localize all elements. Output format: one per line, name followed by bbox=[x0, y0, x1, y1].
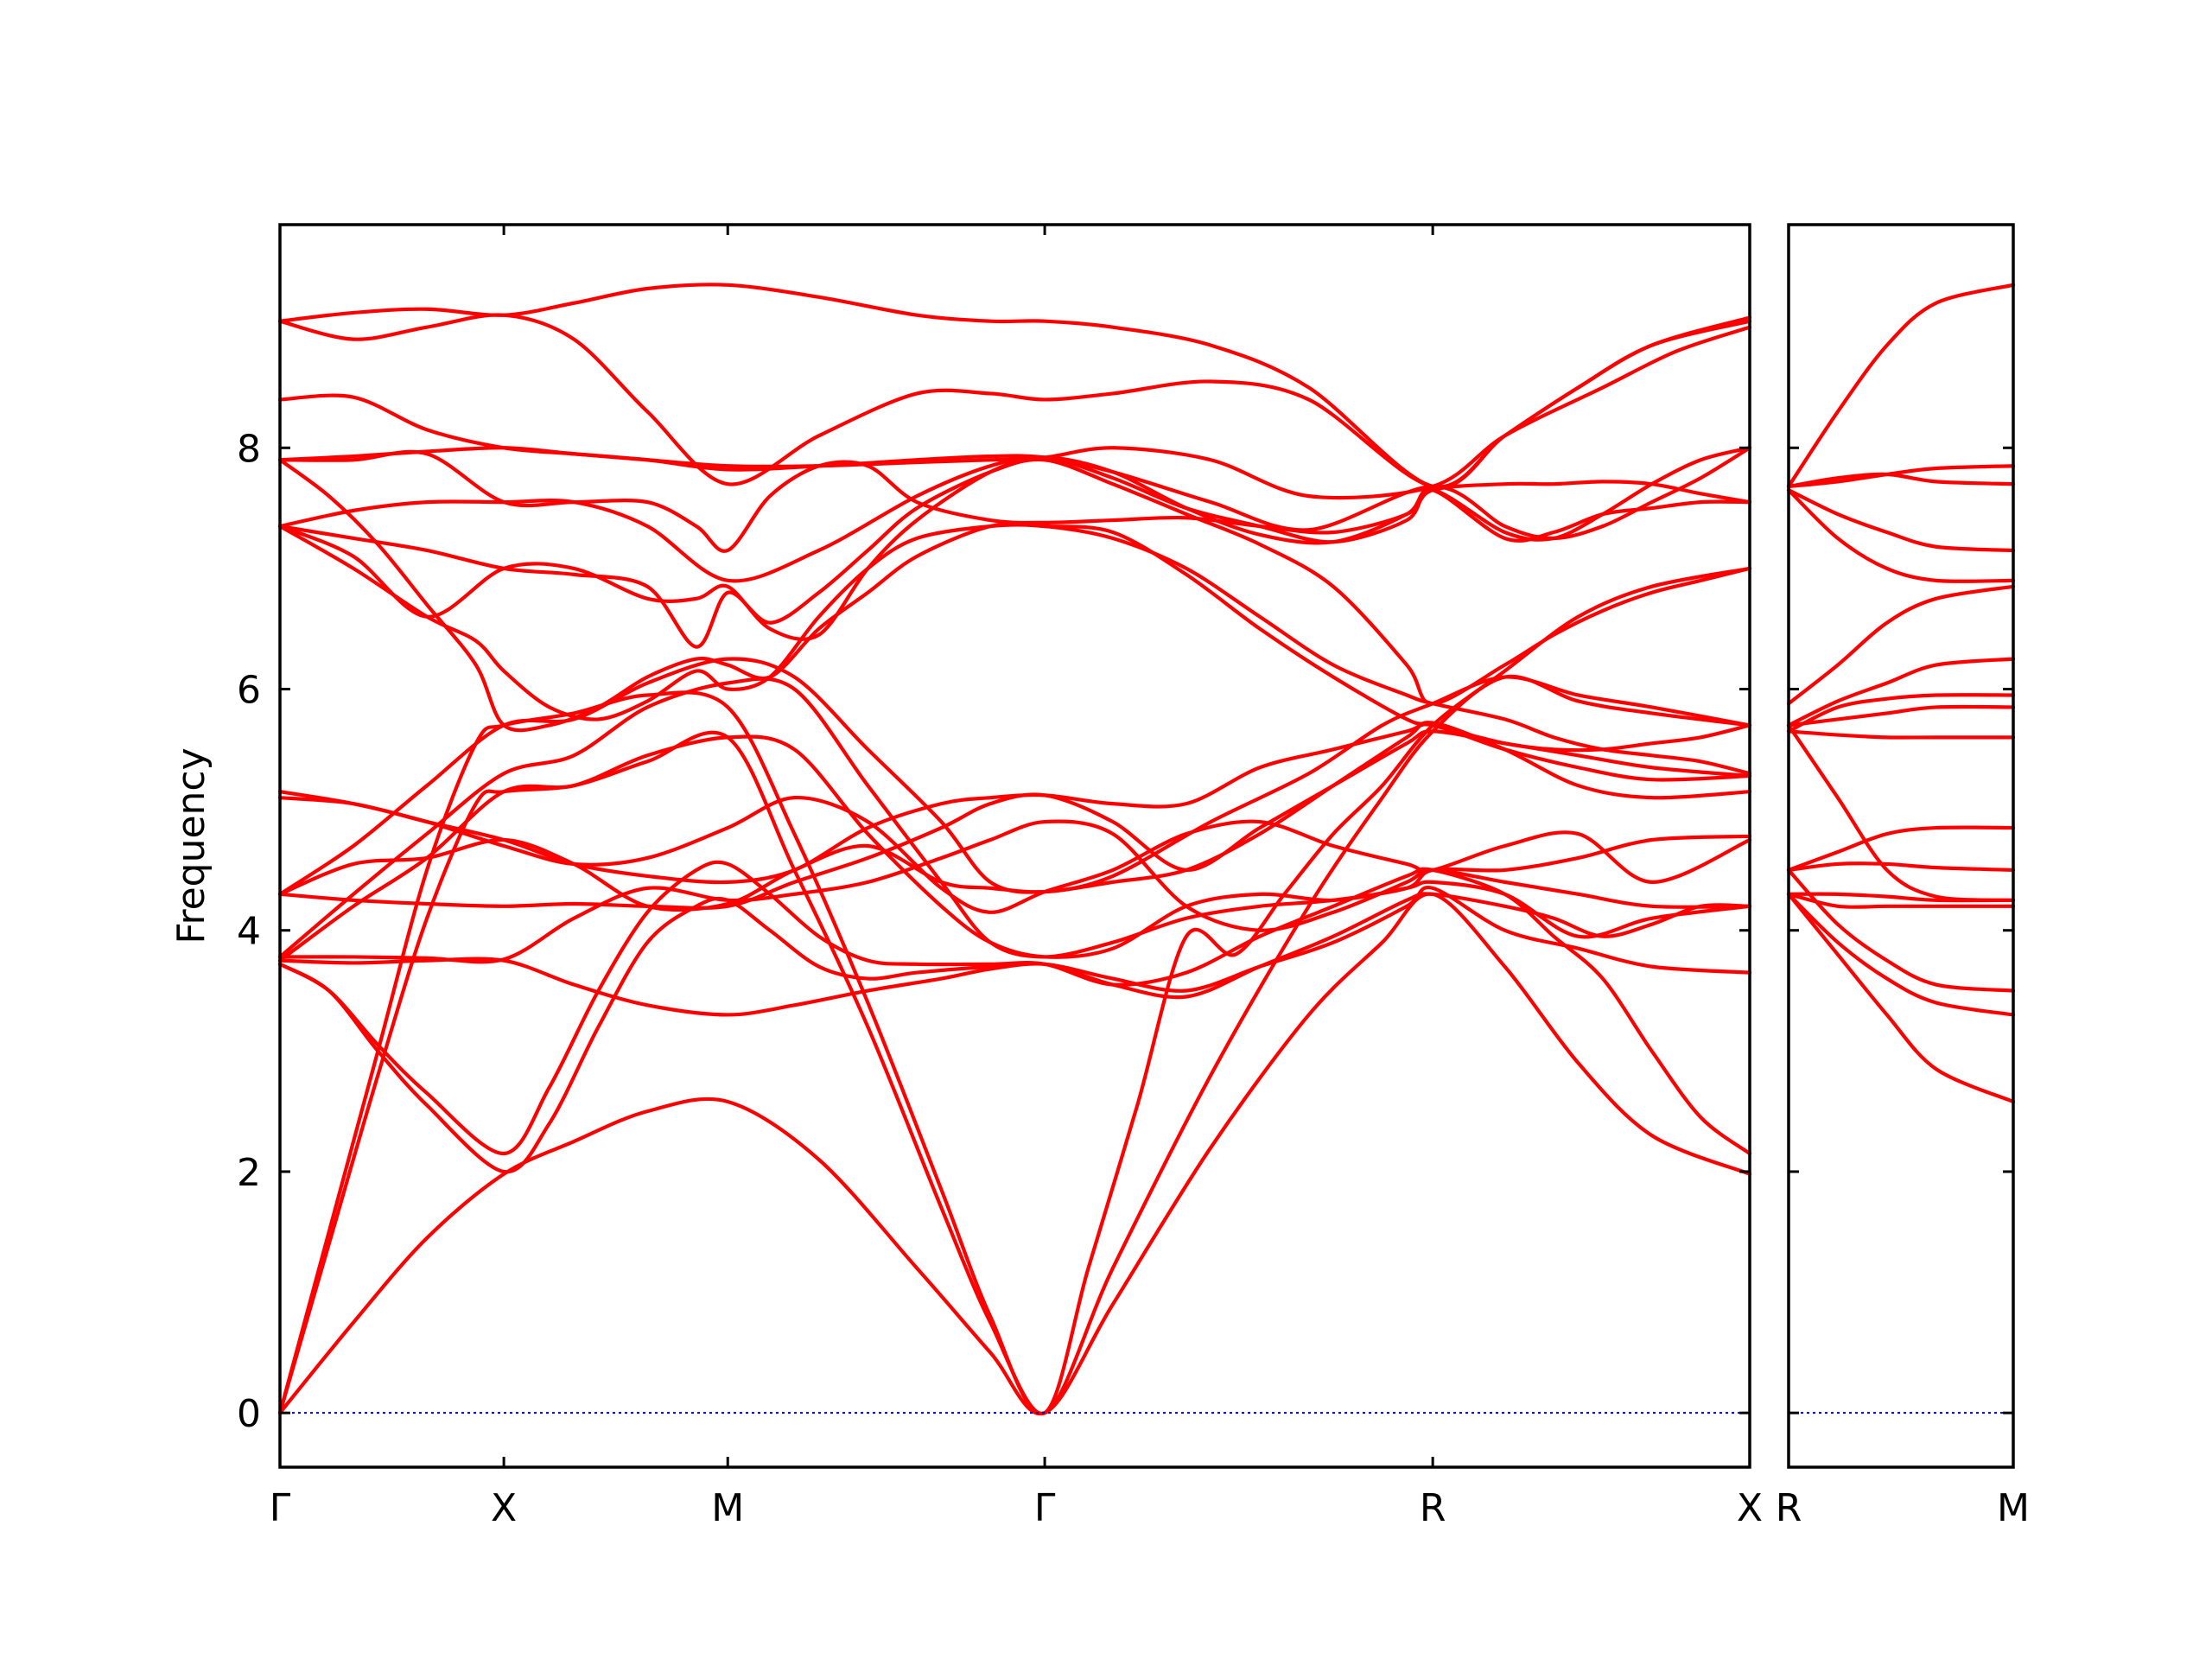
left-band-20 bbox=[277, 446, 1752, 583]
right-band-2 bbox=[1786, 892, 2016, 1017]
left-band-9 bbox=[277, 721, 1752, 912]
left-xtick-label-2: M bbox=[711, 1486, 744, 1530]
right-band-17 bbox=[1786, 464, 2016, 489]
ytick-label-6: 6 bbox=[237, 669, 261, 713]
left-band-12 bbox=[277, 734, 1752, 963]
right-xtick-label-1: M bbox=[1997, 1486, 2030, 1530]
left-band-4 bbox=[277, 892, 1752, 1174]
left-panel bbox=[277, 223, 1752, 1469]
left-xtick-label-1: X bbox=[491, 1486, 517, 1530]
left-band-11 bbox=[277, 790, 1752, 914]
ytick-label-4: 4 bbox=[237, 910, 261, 954]
right-band-9 bbox=[1786, 729, 2016, 740]
right-panel bbox=[1786, 223, 2016, 1469]
left-band-2 bbox=[277, 566, 1752, 1416]
left-band-16 bbox=[277, 458, 1752, 753]
left-band-3 bbox=[277, 674, 1752, 1415]
left-panel-frame bbox=[278, 223, 1751, 1469]
right-band-11 bbox=[1786, 693, 2016, 734]
y-axis-label: Frequency bbox=[169, 747, 213, 944]
right-band-14 bbox=[1786, 488, 2016, 583]
ytick-label-0: 0 bbox=[237, 1392, 261, 1436]
right-band-8 bbox=[1786, 723, 2016, 902]
right-band-lines bbox=[1786, 283, 2016, 1104]
left-band-21 bbox=[277, 325, 1752, 500]
right-band-7 bbox=[1786, 825, 2016, 873]
left-band-18 bbox=[277, 455, 1752, 641]
right-band-1 bbox=[1786, 892, 2016, 1104]
right-band-18 bbox=[1786, 283, 2016, 489]
right-band-4 bbox=[1786, 892, 2016, 909]
left-band-5 bbox=[277, 860, 1752, 1156]
right-band-10 bbox=[1786, 704, 2016, 728]
right-band-15 bbox=[1786, 488, 2016, 553]
left-band-22 bbox=[277, 393, 1752, 541]
right-panel-frame bbox=[1787, 223, 2015, 1469]
left-band-24 bbox=[277, 283, 1752, 490]
right-xtick-label-0: R bbox=[1776, 1486, 1802, 1530]
left-band-13 bbox=[277, 677, 1752, 959]
y-tick-labels: 0 2 4 6 8 bbox=[237, 427, 261, 1436]
left-band-15 bbox=[277, 523, 1752, 776]
right-band-12 bbox=[1786, 657, 2016, 728]
ytick-label-2: 2 bbox=[237, 1151, 261, 1195]
right-axis-ticks bbox=[1787, 225, 2015, 1467]
right-band-13 bbox=[1786, 584, 2016, 706]
ytick-label-8: 8 bbox=[237, 427, 261, 471]
left-band-14 bbox=[277, 657, 1752, 896]
left-band-lines bbox=[277, 283, 1752, 1416]
right-band-6 bbox=[1786, 861, 2016, 873]
left-xtick-label-5: X bbox=[1737, 1486, 1763, 1530]
left-band-6 bbox=[277, 885, 1752, 1017]
left-band-10 bbox=[277, 722, 1752, 885]
left-band-7 bbox=[277, 819, 1752, 964]
left-xtick-label-0: Γ bbox=[270, 1486, 291, 1530]
left-xtick-label-4: R bbox=[1420, 1486, 1446, 1530]
left-xtick-label-3: Γ bbox=[1034, 1486, 1056, 1530]
right-band-3 bbox=[1786, 868, 2016, 993]
